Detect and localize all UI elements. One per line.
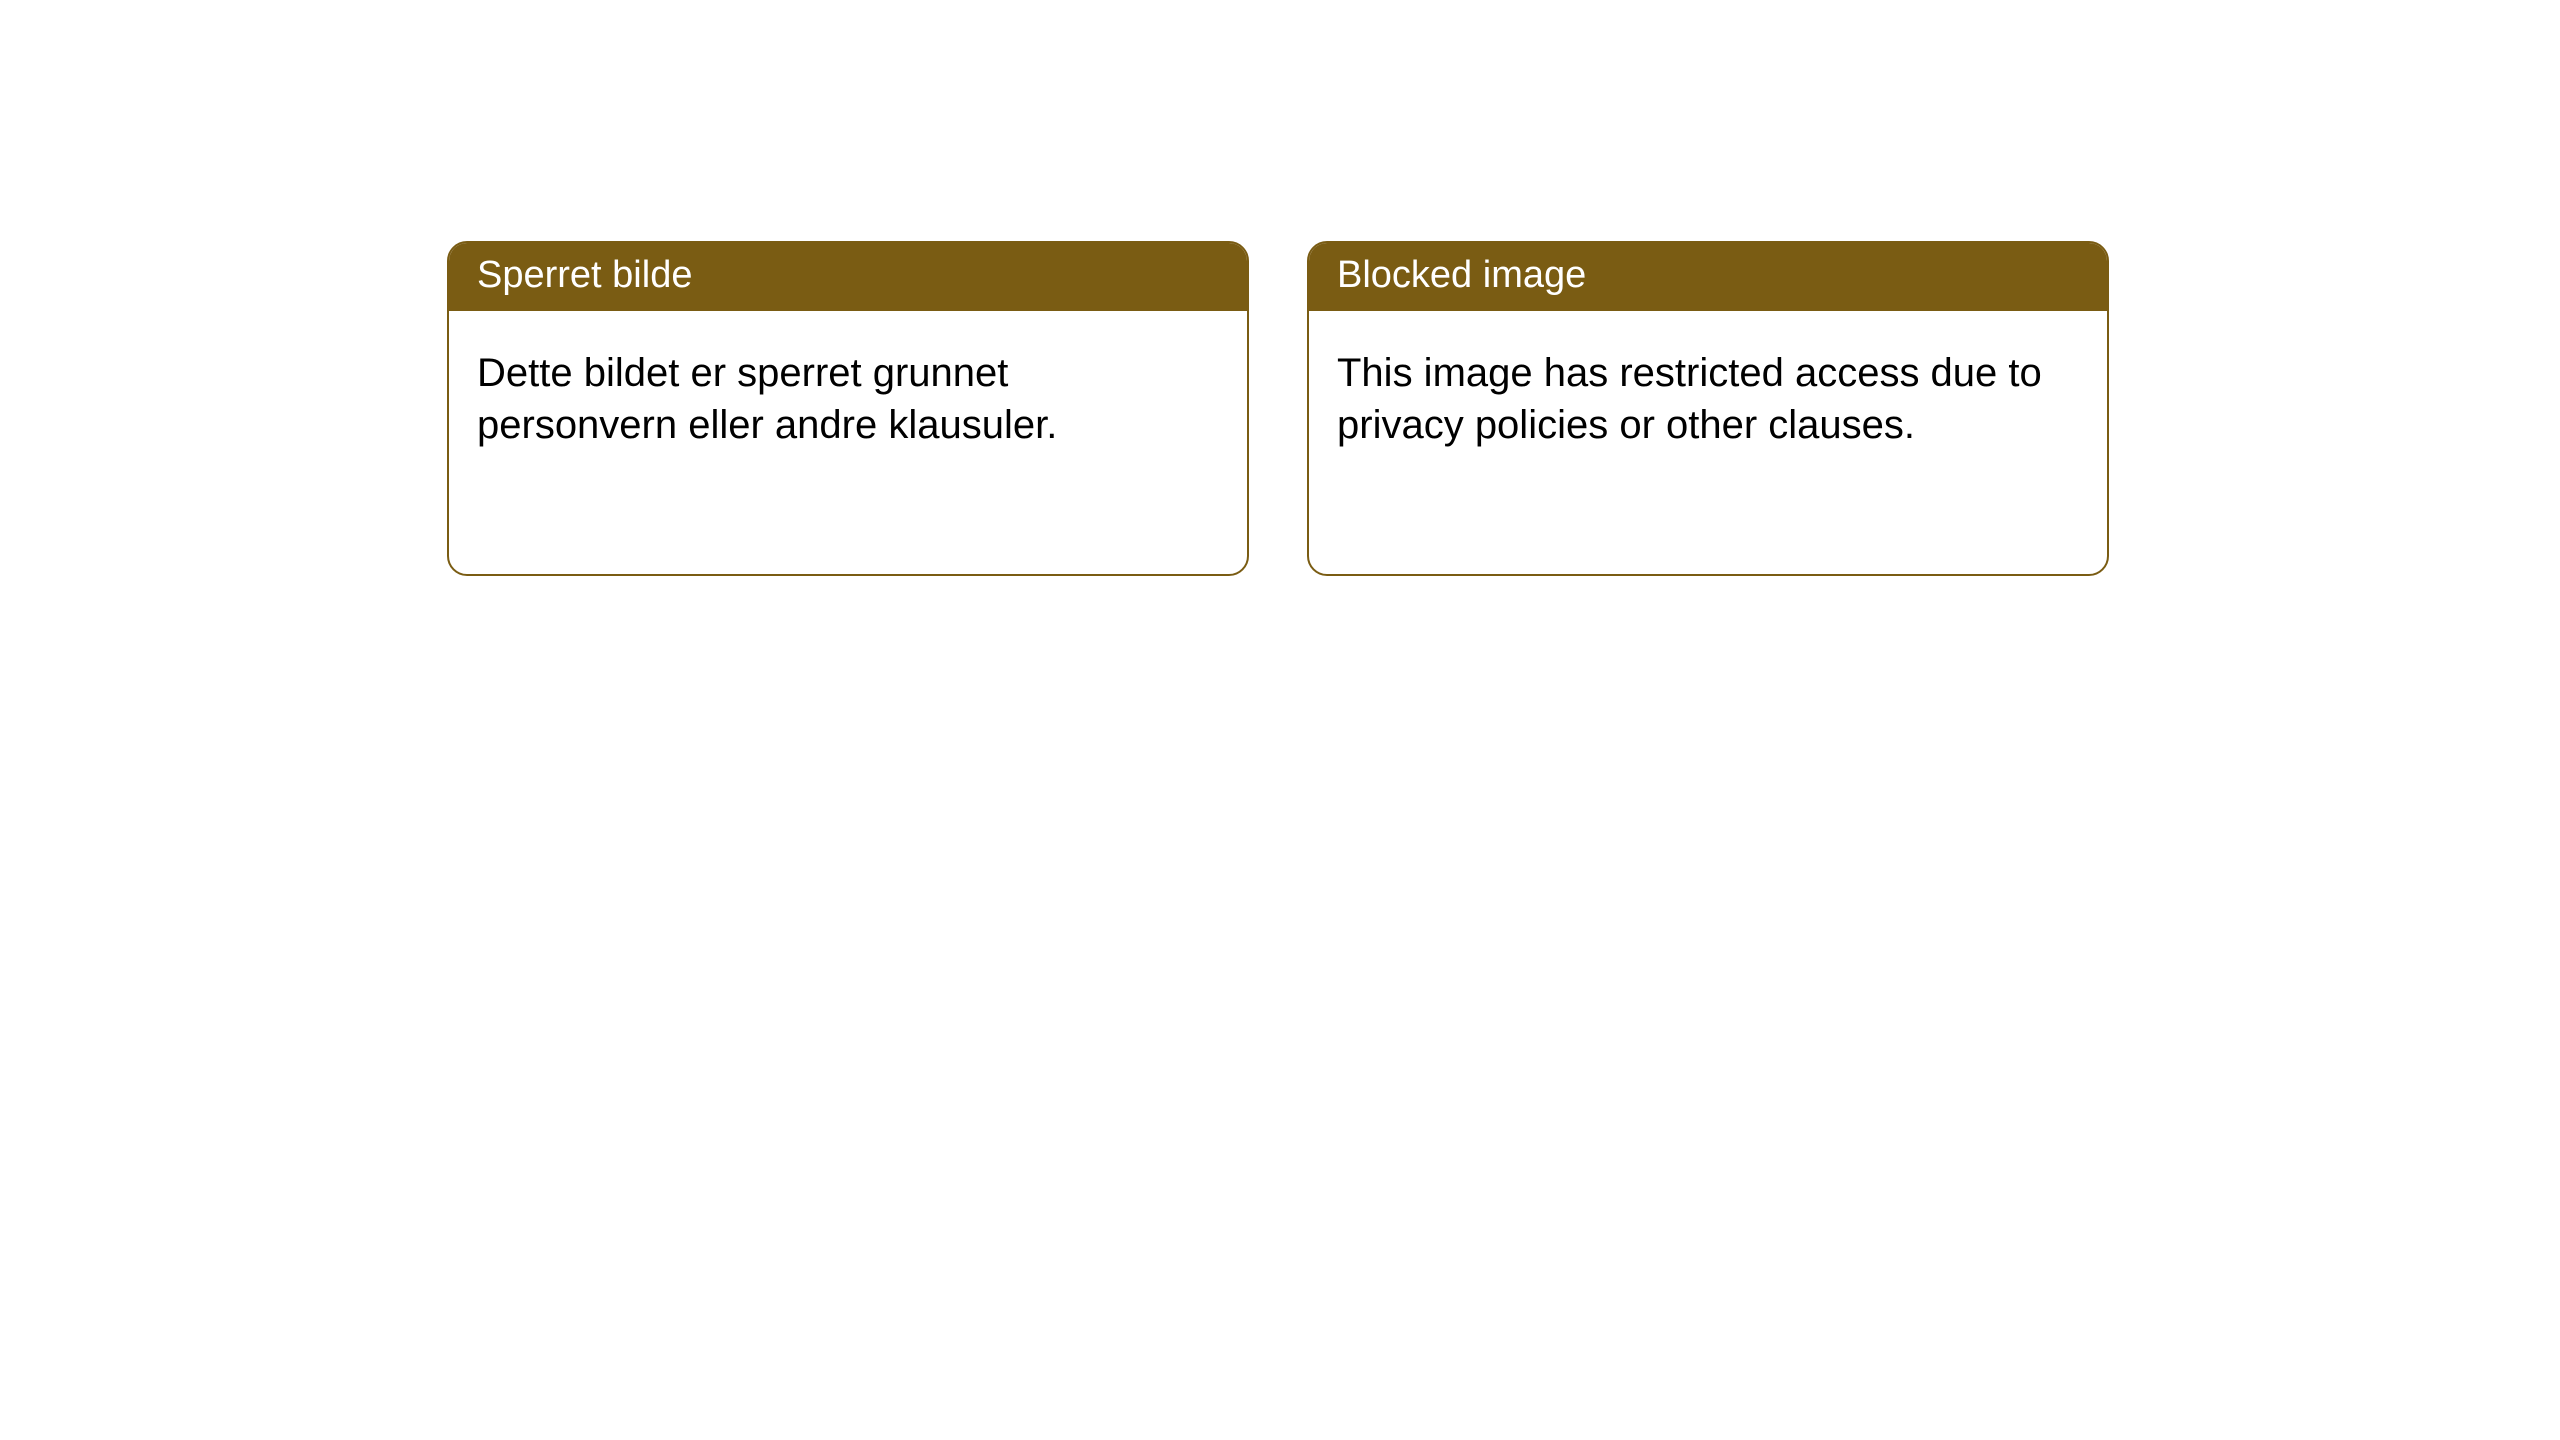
notice-card-body: Dette bildet er sperret grunnet personve…: [449, 311, 1247, 489]
notice-card-body: This image has restricted access due to …: [1309, 311, 2107, 489]
notice-card-title: Blocked image: [1309, 243, 2107, 311]
notice-card-english: Blocked image This image has restricted …: [1307, 241, 2109, 576]
notice-card-norwegian: Sperret bilde Dette bildet er sperret gr…: [447, 241, 1249, 576]
notice-cards-container: Sperret bilde Dette bildet er sperret gr…: [447, 241, 2109, 576]
notice-card-title: Sperret bilde: [449, 243, 1247, 311]
